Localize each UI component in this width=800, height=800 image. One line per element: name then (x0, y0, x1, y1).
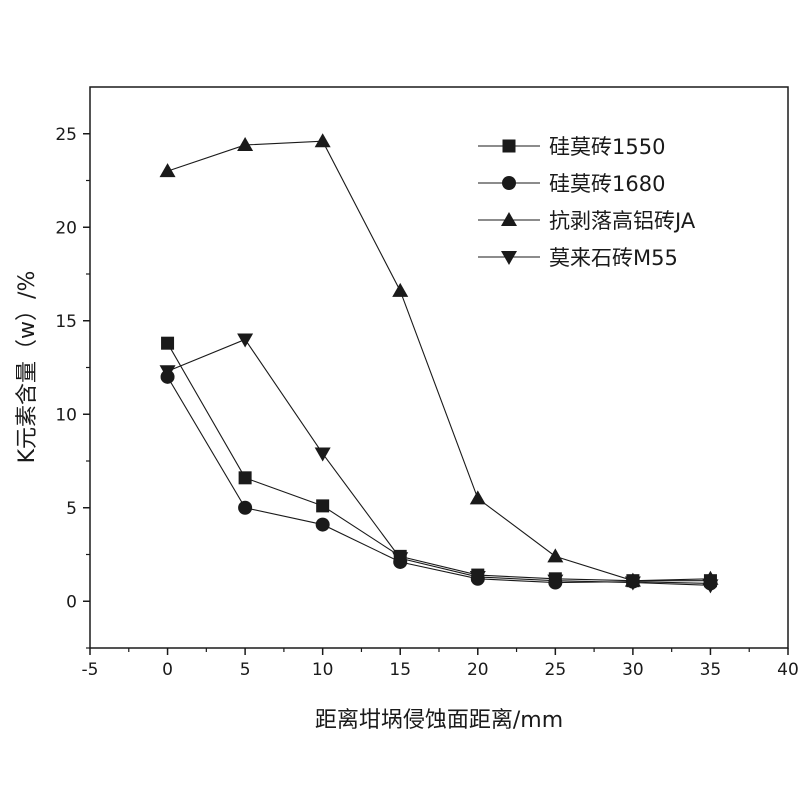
data-point (547, 574, 564, 589)
legend-label: 莫来石砖M55 (549, 246, 678, 270)
data-point (702, 579, 719, 594)
legend-label: 抗剥落高铝砖JA (549, 209, 696, 233)
y-tick-label: 5 (66, 499, 77, 519)
legend: 硅莫砖1550 硅莫砖1680 抗剥落高铝砖JA 莫来石砖M55 (478, 135, 696, 270)
x-tick-label: 40 (777, 660, 799, 680)
data-point (469, 490, 486, 505)
data-point (314, 447, 331, 462)
legend-marker (501, 251, 517, 265)
legend-marker (502, 139, 516, 153)
legend-item: 硅莫砖1680 (478, 172, 665, 196)
y-tick-label: 20 (55, 218, 77, 238)
data-point (624, 576, 641, 591)
y-tick-label: 0 (66, 592, 77, 612)
y-axis-title: K元素含量（w）/% (15, 271, 40, 464)
legend-marker (501, 212, 517, 226)
y-tick-label: 15 (55, 312, 77, 332)
data-point (547, 548, 564, 563)
series-line (167, 140, 711, 582)
legend-label: 硅莫砖1550 (549, 135, 665, 159)
data-point (237, 136, 254, 151)
legend-label: 硅莫砖1680 (549, 172, 665, 196)
legend-item: 莫来石砖M55 (478, 246, 678, 270)
data-point (469, 570, 486, 585)
x-tick-label: 35 (700, 660, 722, 680)
data-point (238, 471, 252, 485)
x-tick-label: 20 (467, 660, 489, 680)
x-tick-label: 0 (162, 660, 173, 680)
series-line (167, 342, 711, 582)
series-square (161, 336, 717, 588)
x-tick-label: 10 (312, 660, 334, 680)
data-point (314, 133, 331, 148)
y-tick-label: 25 (55, 125, 77, 145)
axis-ticks: -5 0 5 10 15 20 25 30 35 40 0 5 10 15 20 25 (55, 125, 798, 680)
x-tick-label: -5 (82, 660, 99, 680)
data-point (315, 517, 330, 532)
x-axis-title: 距离坩埚侵蚀面距离/mm (315, 708, 563, 733)
data-point (392, 282, 409, 297)
x-tick-label: 15 (389, 660, 411, 680)
series-triangle-up (159, 133, 719, 587)
plot-frame (89, 86, 789, 649)
legend-marker (502, 176, 516, 190)
legend-item: 抗剥落高铝砖JA (478, 209, 696, 233)
x-tick-label: 5 (240, 660, 251, 680)
legend-item: 硅莫砖1550 (478, 135, 665, 159)
data-point (316, 499, 330, 513)
x-tick-label: 25 (545, 660, 567, 680)
data-point (237, 333, 254, 348)
x-tick-label: 30 (622, 660, 644, 680)
data-point (159, 163, 176, 178)
y-tick-label: 10 (55, 405, 77, 425)
series-layer (159, 133, 719, 594)
series-line (167, 338, 711, 586)
series-triangle-down (159, 333, 719, 594)
data-point (161, 336, 175, 350)
data-point (392, 552, 409, 567)
data-point (238, 500, 253, 515)
data-point (159, 365, 176, 380)
